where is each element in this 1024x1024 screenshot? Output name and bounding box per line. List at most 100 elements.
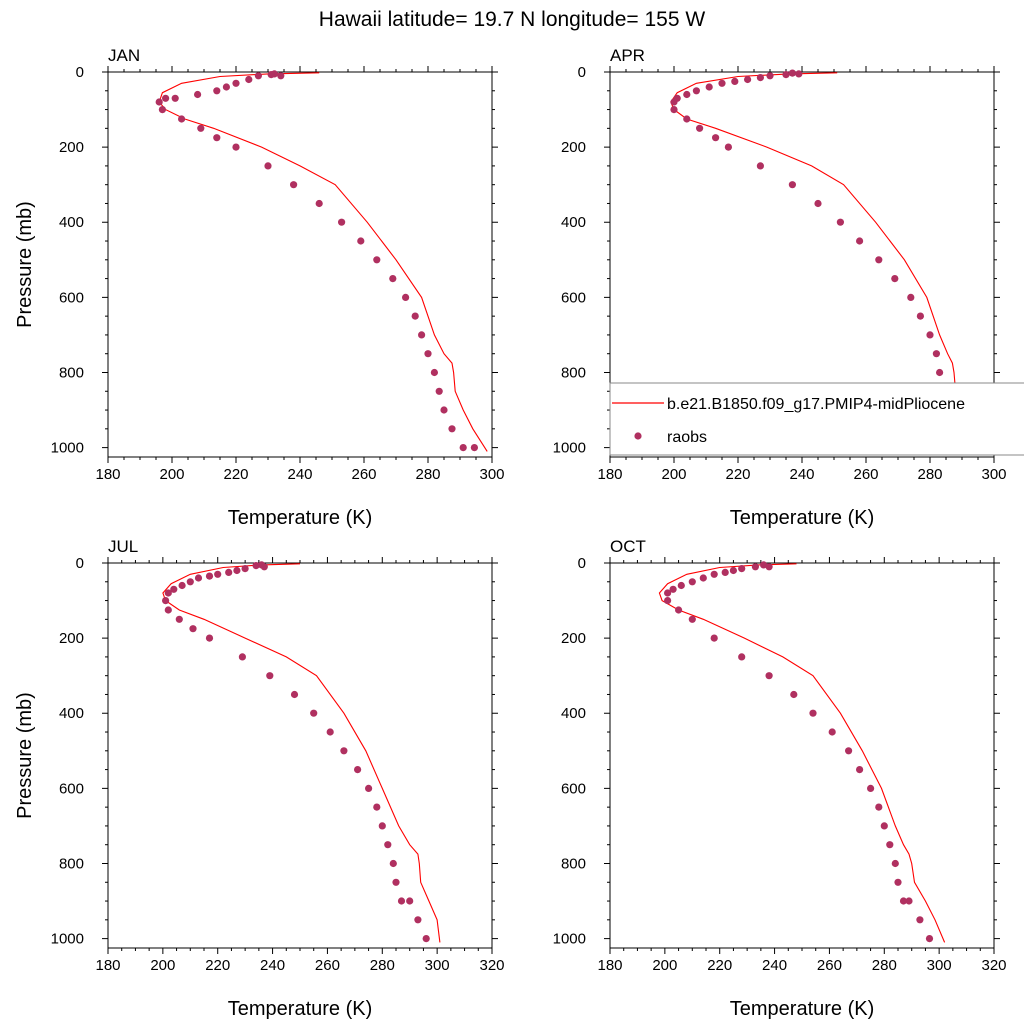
x-tick-label: 260 <box>315 957 340 974</box>
raobs-point <box>315 199 323 208</box>
raobs-point <box>712 134 720 142</box>
raobs-point <box>705 83 713 91</box>
raobs-point <box>845 747 853 755</box>
raobs-point <box>925 935 934 943</box>
raobs-point <box>899 897 908 905</box>
raobs-point <box>205 634 214 642</box>
panel-title: OCT <box>610 537 646 556</box>
panel-title: JAN <box>108 46 140 65</box>
raobs-point <box>867 784 875 793</box>
panel-jul: 180 200 220 240 260 280 300 320 0 200 400 600 800 100… <box>14 537 505 1020</box>
raobs-point <box>189 625 197 633</box>
y-tick-label: 1000 <box>553 931 586 948</box>
raobs-point <box>392 878 400 886</box>
raobs-point <box>765 672 773 680</box>
raobs-point <box>765 563 773 571</box>
raobs-point <box>916 312 925 320</box>
raobs-point <box>756 162 765 170</box>
raobs-point <box>891 859 899 868</box>
raobs-point <box>164 589 172 597</box>
raobs-point <box>222 83 230 91</box>
x-tick-label: 320 <box>981 957 1006 974</box>
x-axis-title: Temperature (K) <box>228 998 373 1020</box>
plot-frame <box>609 562 995 949</box>
raobs-point <box>225 568 233 577</box>
raobs-point <box>751 563 760 571</box>
model-profile-line <box>670 72 992 452</box>
x-tick-label: 300 <box>425 957 450 974</box>
x-tick-label: 280 <box>872 957 897 974</box>
raobs-point <box>213 87 221 95</box>
raobs-point <box>414 916 422 924</box>
raobs-point <box>675 606 683 614</box>
x-tick-label: 240 <box>762 957 787 974</box>
model-profile-line <box>658 563 946 943</box>
y-tick-label: 400 <box>561 705 586 722</box>
y-tick-label: 200 <box>561 139 586 156</box>
raobs-point <box>171 94 179 102</box>
raobs-point <box>178 581 186 590</box>
legend: b.e21.B1850.f09_g17.PMIP4-midPliocenerao… <box>609 382 1024 456</box>
raobs-point <box>688 578 696 586</box>
raobs-point <box>459 444 467 452</box>
raobs-point <box>186 578 194 586</box>
raobs-point <box>418 331 426 339</box>
raobs-point <box>397 897 406 905</box>
panel-title: JUL <box>108 537 138 556</box>
raobs-point <box>178 115 186 123</box>
raobs-point <box>916 916 924 924</box>
raobs-point <box>197 124 205 132</box>
raobs-point <box>435 387 443 395</box>
y-tick-label: 800 <box>59 855 84 872</box>
x-tick-label: 200 <box>652 957 677 974</box>
y-tick-label: 200 <box>59 630 84 647</box>
y-tick-label: 400 <box>561 214 586 231</box>
raobs-point <box>340 747 348 755</box>
raobs-point <box>894 878 902 886</box>
raobs-point <box>836 218 845 226</box>
x-axis-title: Temperature (K) <box>228 507 373 529</box>
raobs-point <box>886 841 894 849</box>
raobs-point <box>252 562 260 570</box>
raobs-point <box>856 237 864 245</box>
raobs-point <box>254 72 262 80</box>
raobs-point <box>384 841 392 849</box>
raobs-point <box>310 709 318 717</box>
raobs-point <box>470 444 478 452</box>
raobs-point <box>411 312 419 320</box>
x-tick-label: 300 <box>927 957 952 974</box>
raobs-point <box>891 275 899 283</box>
raobs-point <box>214 570 222 578</box>
raobs-point <box>448 425 456 433</box>
legend-box <box>609 382 1024 456</box>
raobs-point <box>267 71 275 79</box>
raobs-point <box>677 581 685 590</box>
x-tick-label: 280 <box>370 957 395 974</box>
raobs-point <box>875 803 883 811</box>
raobs-point <box>880 822 888 830</box>
raobs-point <box>170 585 178 593</box>
legend-obs-swatch <box>634 432 642 440</box>
raobs-point <box>162 94 170 102</box>
raobs-point <box>696 124 704 132</box>
y-tick-label: 800 <box>561 855 586 872</box>
panel-apr: 180 200 220 240 260 280 300 0 200 400 600 800 1000 AP… <box>553 46 1007 529</box>
raobs-point <box>936 368 944 377</box>
raobs-point <box>232 143 240 151</box>
raobs-point <box>264 162 272 170</box>
x-tick-label: 320 <box>479 957 504 974</box>
raobs-point <box>710 634 718 642</box>
plot-frame <box>107 71 493 458</box>
x-tick-label: 180 <box>95 957 120 974</box>
legend-obs-label: raobs <box>667 429 707 446</box>
raobs-point <box>724 143 733 151</box>
raobs-point <box>721 568 729 577</box>
raobs-point <box>766 72 774 80</box>
raobs-point <box>809 709 817 717</box>
x-tick-label: 180 <box>597 957 622 974</box>
x-tick-label: 240 <box>260 957 285 974</box>
legend-model-label: b.e21.B1850.f09_g17.PMIP4-midPliocene <box>667 396 965 413</box>
y-tick-label: 0 <box>578 555 586 572</box>
raobs-point <box>814 199 822 208</box>
raobs-point <box>744 75 752 84</box>
